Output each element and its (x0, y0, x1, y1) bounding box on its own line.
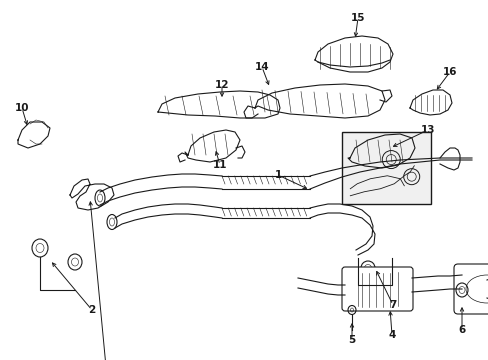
Text: 12: 12 (214, 80, 229, 90)
Text: 7: 7 (388, 300, 396, 310)
FancyBboxPatch shape (341, 267, 412, 311)
Bar (342, 132, 430, 204)
Text: 14: 14 (254, 62, 269, 72)
Text: 5: 5 (347, 335, 355, 345)
Text: 1: 1 (274, 170, 281, 180)
Text: 13: 13 (420, 125, 434, 135)
Text: 2: 2 (88, 305, 96, 315)
Text: 16: 16 (442, 67, 456, 77)
FancyBboxPatch shape (453, 264, 488, 314)
Text: 15: 15 (350, 13, 365, 23)
Text: 11: 11 (212, 160, 227, 170)
Text: 10: 10 (15, 103, 29, 113)
Text: 6: 6 (457, 325, 465, 335)
Text: 4: 4 (387, 330, 395, 340)
